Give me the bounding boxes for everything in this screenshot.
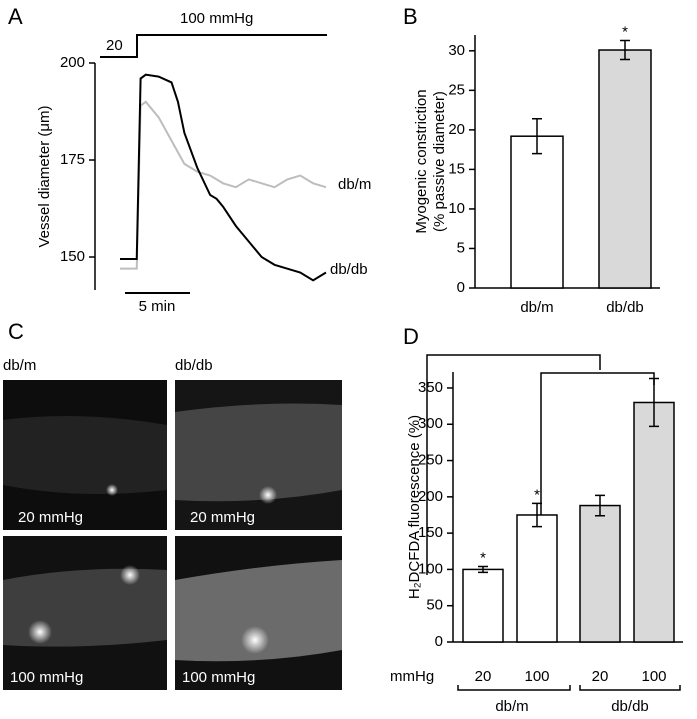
bright-spot	[259, 486, 277, 504]
bright-spot	[106, 484, 118, 496]
column-label: db/db	[175, 357, 213, 374]
y-tick-label: 250	[418, 452, 443, 469]
y-tick-label: 350	[418, 379, 443, 396]
bright-spot	[241, 626, 269, 654]
pressure-step	[100, 34, 327, 58]
column-label: db/m	[3, 357, 36, 374]
y-tick-label: 200	[418, 488, 443, 505]
error-bar	[532, 502, 542, 528]
pressure-label: 20	[106, 37, 123, 54]
group-bracket	[579, 685, 681, 691]
bright-spot	[28, 620, 52, 644]
y-axis-label: (% passive diameter)	[431, 91, 448, 232]
y-tick-label: 200	[60, 54, 85, 71]
bar	[579, 504, 621, 643]
significance-bracket	[426, 354, 601, 575]
bright-spot	[120, 565, 140, 585]
error-bar	[595, 494, 605, 517]
bar	[510, 135, 564, 289]
y-tick-label: 150	[60, 248, 85, 265]
y-tick-label: 175	[60, 151, 85, 168]
vessel	[175, 403, 342, 502]
x-tick-label: db/m	[520, 299, 553, 316]
significance-mark: *	[534, 486, 540, 503]
row-label: 20 mmHg	[18, 509, 83, 526]
pressure-label: 100 mmHg	[180, 10, 253, 27]
y-tick-label: 300	[418, 415, 443, 432]
panel-letter: C	[8, 319, 24, 344]
series-label: db/m	[338, 176, 371, 193]
y-tick-label: 10	[448, 200, 465, 217]
vessel	[3, 568, 167, 647]
significance-mark: *	[480, 549, 486, 566]
y-axis-label: H₂DCFDA fluorescence (%)	[406, 415, 423, 599]
error-bar	[649, 377, 659, 428]
bar	[598, 49, 652, 289]
series-label: db/db	[330, 261, 368, 278]
x-tick-label: 20	[475, 668, 492, 685]
x-tick-label: db/db	[606, 299, 644, 316]
panel-letter: B	[403, 4, 418, 29]
y-axis-label: Myogenic constriction	[413, 89, 430, 233]
vessel	[3, 416, 167, 494]
panel-letter: A	[8, 4, 23, 29]
x-tick-label: 100	[641, 668, 666, 685]
vessel	[175, 560, 342, 662]
error-bar	[532, 118, 542, 155]
group-label: db/db	[611, 698, 649, 715]
scale-bar-label: 5 min	[139, 298, 176, 315]
y-axis-label: Vessel diameter (μm)	[36, 105, 53, 247]
bar	[516, 514, 558, 643]
micrographs	[3, 380, 342, 690]
row-label: 20 mmHg	[190, 509, 255, 526]
y-tick-label: 0	[457, 279, 465, 296]
bar	[633, 401, 675, 643]
group-bracket	[457, 685, 571, 691]
x-tick-label: 20	[592, 668, 609, 685]
error-bar	[478, 565, 488, 574]
x-tick-label: 100	[524, 668, 549, 685]
y-tick-label: 30	[448, 42, 465, 59]
trace	[120, 100, 327, 270]
y-tick-label: 5	[457, 239, 465, 256]
y-tick-label: 25	[448, 81, 465, 98]
trace	[120, 73, 327, 282]
y-tick-label: 50	[426, 597, 443, 614]
significance-mark: *	[622, 24, 628, 41]
y-tick-label: 150	[418, 524, 443, 541]
row-label: 100 mmHg	[10, 669, 83, 686]
x-axis-label: mmHg	[390, 668, 434, 685]
y-tick-label: 15	[448, 160, 465, 177]
row-label: 100 mmHg	[182, 669, 255, 686]
bar	[462, 568, 504, 643]
panel-letter: D	[403, 324, 419, 349]
y-tick-label: 100	[418, 560, 443, 577]
y-tick-label: 0	[435, 633, 443, 650]
y-tick-label: 20	[448, 121, 465, 138]
error-bar	[620, 39, 630, 61]
group-label: db/m	[495, 698, 528, 715]
